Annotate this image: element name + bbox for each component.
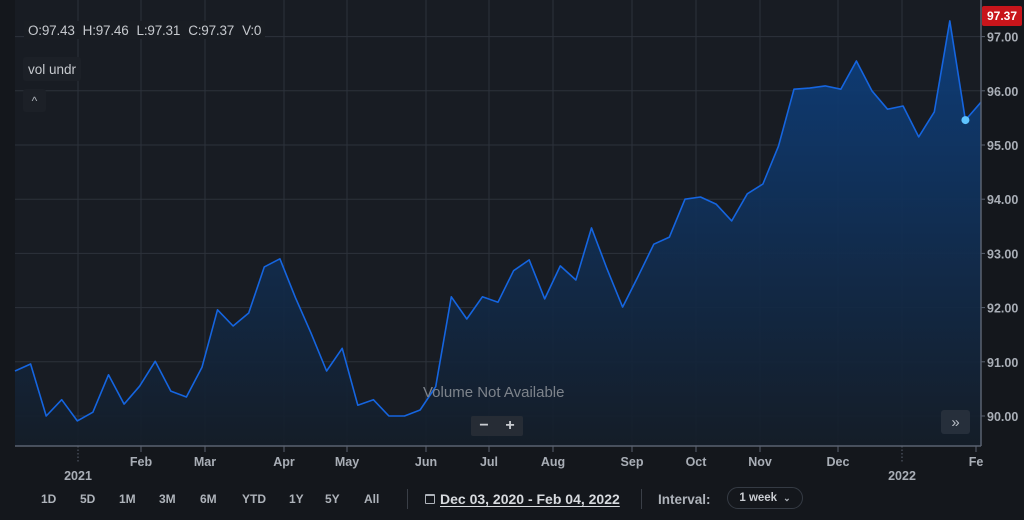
close-value: C:97.37 (188, 22, 235, 38)
price-area (15, 20, 981, 447)
range-3m-button[interactable]: 3M (159, 492, 176, 506)
zoom-out-button[interactable]: − (479, 417, 489, 434)
svg-text:92.00: 92.00 (987, 302, 1018, 316)
svg-text:Dec: Dec (827, 455, 850, 469)
volume-unavailable-message: Volume Not Available (423, 384, 565, 401)
svg-text:Jun: Jun (415, 455, 437, 469)
svg-text:94.00: 94.00 (987, 193, 1018, 207)
svg-text:Sep: Sep (621, 455, 644, 469)
svg-text:Aug: Aug (541, 455, 565, 469)
range-6m-button[interactable]: 6M (200, 492, 217, 506)
svg-text:Nov: Nov (748, 455, 772, 469)
svg-text:Apr: Apr (273, 455, 295, 469)
range-1y-button[interactable]: 1Y (289, 492, 304, 506)
collapse-studies-button[interactable]: ^ (23, 89, 46, 112)
svg-text:May: May (335, 455, 359, 469)
svg-text:Jul: Jul (480, 455, 498, 469)
low-value: L:97.31 (136, 22, 181, 38)
range-1d-button[interactable]: 1D (41, 492, 57, 506)
interval-dropdown[interactable]: 1 week ⌄ (727, 487, 803, 509)
study-label[interactable]: vol undr (23, 57, 82, 81)
date-range-picker[interactable]: Dec 03, 2020 - Feb 04, 2022 (425, 484, 620, 514)
interval-value: 1 week (739, 492, 778, 504)
svg-text:90.00: 90.00 (987, 410, 1018, 424)
range-5y-button[interactable]: 5Y (325, 492, 340, 506)
svg-text:Mar: Mar (194, 455, 216, 469)
svg-text:95.00: 95.00 (987, 139, 1018, 153)
zoom-in-button[interactable]: + (505, 417, 515, 434)
chevron-down-icon: ⌄ (783, 492, 791, 503)
range-5d-button[interactable]: 5D (80, 492, 96, 506)
zoom-controls: − + (471, 416, 523, 436)
chevron-up-icon: ^ (31, 93, 38, 108)
high-value: H:97.46 (82, 22, 129, 38)
chart-footer: 1D 5D 1M 3M 6M YTD 1Y 5Y All Dec 03, 202… (0, 484, 1024, 514)
y-axis-labels: 90.00 91.00 92.00 93.00 94.00 95.00 96.00 97.00 (981, 31, 1018, 424)
svg-text:Oct: Oct (686, 455, 708, 469)
ohlc-readout: O:97.43 H:97.46 L:97.31 C:97.37 V:0 (24, 21, 266, 39)
open-value: O:97.43 (28, 22, 75, 38)
x-axis-labels: 2021 Feb Mar Apr May Jun Jul Aug Sep Oct Nov Dec 202… (64, 446, 983, 483)
range-ytd-button[interactable]: YTD (242, 492, 266, 506)
footer-divider (407, 489, 408, 509)
svg-text:96.00: 96.00 (987, 85, 1018, 99)
footer-divider (641, 489, 642, 509)
svg-text:97.00: 97.00 (987, 31, 1018, 45)
svg-text:2021: 2021 (64, 469, 92, 483)
scroll-to-latest-button[interactable]: » (941, 410, 970, 434)
calendar-icon (425, 494, 435, 504)
svg-text:Feb: Feb (130, 455, 153, 469)
last-price-badge: 97.37 (982, 6, 1022, 26)
price-line (14, 20, 982, 422)
date-range-text: Dec 03, 2020 - Feb 04, 2022 (440, 491, 620, 507)
svg-text:2022: 2022 (888, 469, 916, 483)
svg-text:93.00: 93.00 (987, 247, 1018, 261)
svg-text:91.00: 91.00 (987, 356, 1018, 370)
range-1m-button[interactable]: 1M (119, 492, 136, 506)
double-chevron-right-icon: » (951, 413, 960, 431)
volume-value: V:0 (242, 22, 262, 38)
interval-label: Interval: (658, 491, 711, 507)
range-all-button[interactable]: All (364, 492, 380, 506)
svg-text:Fe: Fe (969, 455, 984, 469)
current-point-marker (961, 116, 970, 125)
